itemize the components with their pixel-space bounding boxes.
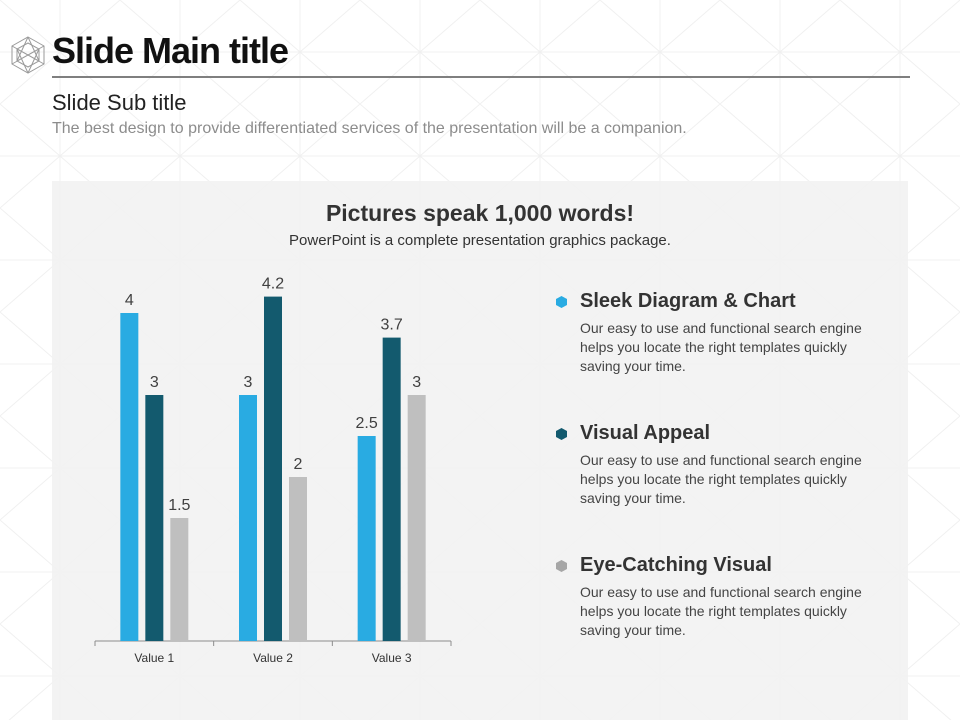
hexagon-bullet-icon [556,560,567,572]
page-subtitle: Slide Sub title [52,90,187,115]
feature-body: Our easy to use and functional search en… [580,584,862,638]
data-label: 1.5 [168,497,190,514]
hexagon-logo-icon [11,36,45,74]
feature-title: Sleek Diagram & Chart [580,290,796,312]
bar [145,395,164,641]
x-tick-label: Value 3 [372,651,412,665]
x-tick-label: Value 2 [253,651,293,665]
title-divider [52,76,910,78]
feature-body: Our easy to use and functional search en… [580,452,862,506]
bar [382,337,401,641]
data-label: 2.5 [356,415,378,432]
x-tick-label: Value 1 [134,651,174,665]
bar [239,395,257,641]
hexagon-bullet-icon [556,428,567,440]
content-panel [52,181,908,720]
bar [170,518,189,641]
page-title: Slide Main title [52,30,289,71]
data-label: 3 [412,374,421,391]
hexagon-bullet-icon [556,296,567,308]
bar [407,395,426,641]
bar [357,436,376,641]
feature-sleek-diagram: Sleek Diagram & Chart Our easy to use an… [556,290,886,376]
data-label: 4 [125,292,134,309]
feature-body: Our easy to use and functional search en… [580,320,862,374]
data-label: 4.2 [262,276,284,293]
feature-title: Eye-Catching Visual [580,554,772,576]
feature-eye-catching: Eye-Catching Visual Our easy to use and … [556,554,886,640]
panel-subtitle: PowerPoint is a complete presentation gr… [289,232,671,249]
bar [289,477,307,641]
data-label: 3.7 [381,317,403,334]
bar [120,313,139,641]
feature-visual-appeal: Visual Appeal Our easy to use and functi… [556,422,886,508]
data-label: 3 [150,374,159,391]
data-label: 3 [244,374,253,391]
panel-title: Pictures speak 1,000 words! [325,200,635,226]
feature-title: Visual Appeal [580,422,711,444]
bar [264,296,282,641]
page-description: The best design to provide differentiate… [52,120,687,137]
data-label: 2 [294,456,303,473]
